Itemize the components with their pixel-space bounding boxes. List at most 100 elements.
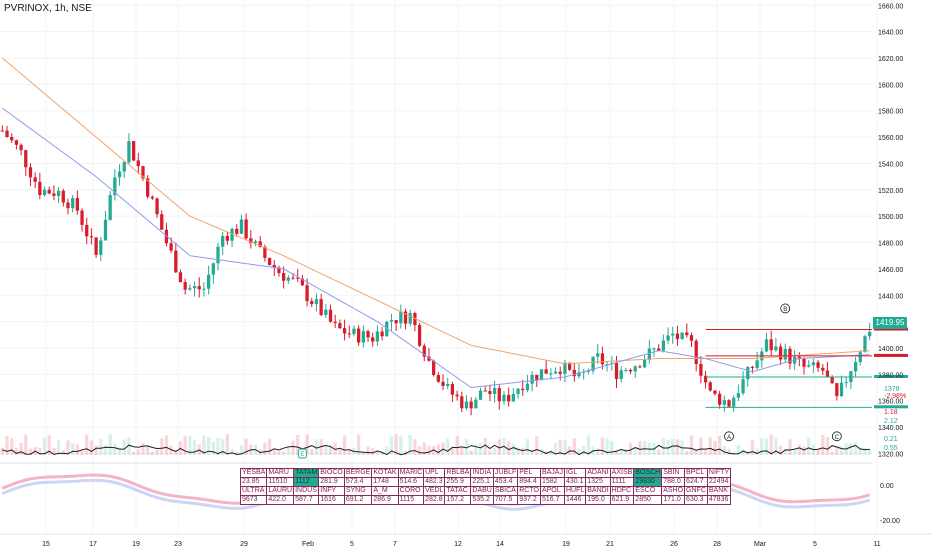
screener-cell: SBIN: [661, 468, 686, 478]
ema-fast-line: [2, 107, 870, 389]
volume-bar: [614, 449, 619, 455]
screener-table: YESBA MARU TATAM BIOCO BERGE KOTAK MARIC UPL RBL…: [239, 468, 732, 505]
screener-cell: 630.3: [684, 495, 708, 505]
time-tick-label: 5: [813, 541, 817, 548]
volume-bar: [310, 449, 314, 455]
candle-body: [394, 320, 398, 324]
level-marker: [874, 405, 908, 409]
volume-bar: [839, 446, 844, 455]
oscillator-tick-label: 0.00: [880, 483, 894, 490]
screener-cell: 621.9: [609, 495, 635, 505]
candle-body: [380, 331, 384, 337]
candle-body: [713, 390, 717, 394]
candle-body: [652, 348, 656, 350]
volume-bar: [389, 436, 394, 455]
volume-bar: [155, 450, 159, 455]
candle-body: [286, 277, 290, 281]
candle-body: [694, 340, 698, 364]
screener-cell: 516.7: [539, 495, 565, 505]
screener-cell: BANK: [706, 486, 732, 496]
volume-bar: [338, 449, 342, 455]
volume-bar: [849, 443, 853, 455]
candle-body: [281, 273, 286, 281]
volume-bar: [183, 435, 187, 455]
candle-body: [685, 332, 689, 336]
screener-cell: 29830: [633, 477, 663, 487]
screener-cell: 1111: [609, 477, 635, 487]
price-tick-label: 1520.00: [878, 188, 903, 195]
price-tick-label: 1560.00: [878, 135, 903, 142]
screener-cell: 894.4: [517, 477, 541, 487]
screener-cell: DABU: [470, 486, 494, 496]
candle-body: [47, 189, 51, 194]
candle-body: [188, 288, 192, 290]
candle-body: [56, 190, 61, 196]
candle-body: [239, 219, 244, 234]
screener-cell: TATAC: [444, 486, 472, 496]
candle-body: [291, 277, 295, 279]
candle-body: [66, 202, 70, 209]
candle-body: [169, 243, 173, 251]
level-label: 0.55: [884, 445, 898, 452]
screener-cell: ESCO: [633, 486, 663, 496]
screener-cell: 624.7: [684, 477, 708, 487]
volume-bar: [858, 447, 862, 455]
volume-bar: [853, 442, 858, 455]
volume-bar: [474, 443, 478, 455]
screener-cell: BPCL: [684, 468, 708, 478]
candle-body: [619, 370, 623, 379]
volume-bar: [122, 439, 126, 455]
time-tick-label: 21: [606, 541, 614, 548]
volume-bar: [507, 441, 511, 455]
screener-cell: 2850: [633, 495, 663, 505]
candle-body: [117, 171, 122, 178]
candle-body: [553, 371, 558, 374]
candle-body: [868, 331, 872, 337]
volume-bar: [469, 450, 473, 455]
screener-cell: INFY: [318, 486, 345, 496]
candle-body: [225, 235, 230, 241]
candle-body: [586, 370, 591, 372]
candle-body: [549, 373, 553, 375]
volume-bar: [671, 439, 675, 455]
screener-cell: SBICA: [492, 486, 519, 496]
volume-bar: [272, 450, 276, 455]
screener-cell: 535.2: [470, 495, 494, 505]
candle-body: [75, 198, 79, 211]
candle-body: [497, 388, 501, 402]
level-marker: [874, 353, 908, 357]
volume-bar: [47, 435, 51, 455]
volume-bar: [94, 445, 98, 455]
candle-body: [633, 366, 637, 372]
volume-bar: [563, 440, 567, 455]
screener-cell: 587.7: [293, 495, 320, 505]
screener-cell: RCTO: [517, 486, 541, 496]
screener-cell: 482.3: [423, 477, 446, 487]
candle-body: [446, 384, 450, 386]
candle-body: [403, 311, 408, 324]
candle-body: [460, 396, 464, 409]
volume-bar: [539, 448, 544, 455]
screener-cell: YESBA: [239, 468, 268, 478]
candle-body: [408, 312, 412, 324]
candle-body: [464, 401, 469, 409]
candle-body: [122, 162, 126, 172]
candle-body: [863, 336, 867, 353]
time-tick-label: Mar: [754, 541, 767, 548]
volume-bar: [638, 441, 642, 455]
volume-bar: [286, 447, 290, 455]
candle-body: [296, 277, 300, 279]
volume-bar: [741, 449, 745, 455]
screener-cell: PEL: [517, 468, 541, 478]
volume-bar: [675, 439, 680, 455]
screener-cell: 573.4: [343, 477, 373, 487]
candle-body: [600, 353, 605, 365]
volume-bar: [432, 446, 436, 455]
candle-body: [642, 359, 647, 368]
volume-bar: [446, 438, 450, 455]
candle-body: [835, 383, 839, 397]
screener-cell: VEDL: [423, 486, 446, 496]
candle-body: [727, 400, 731, 407]
candle-body: [783, 348, 787, 360]
